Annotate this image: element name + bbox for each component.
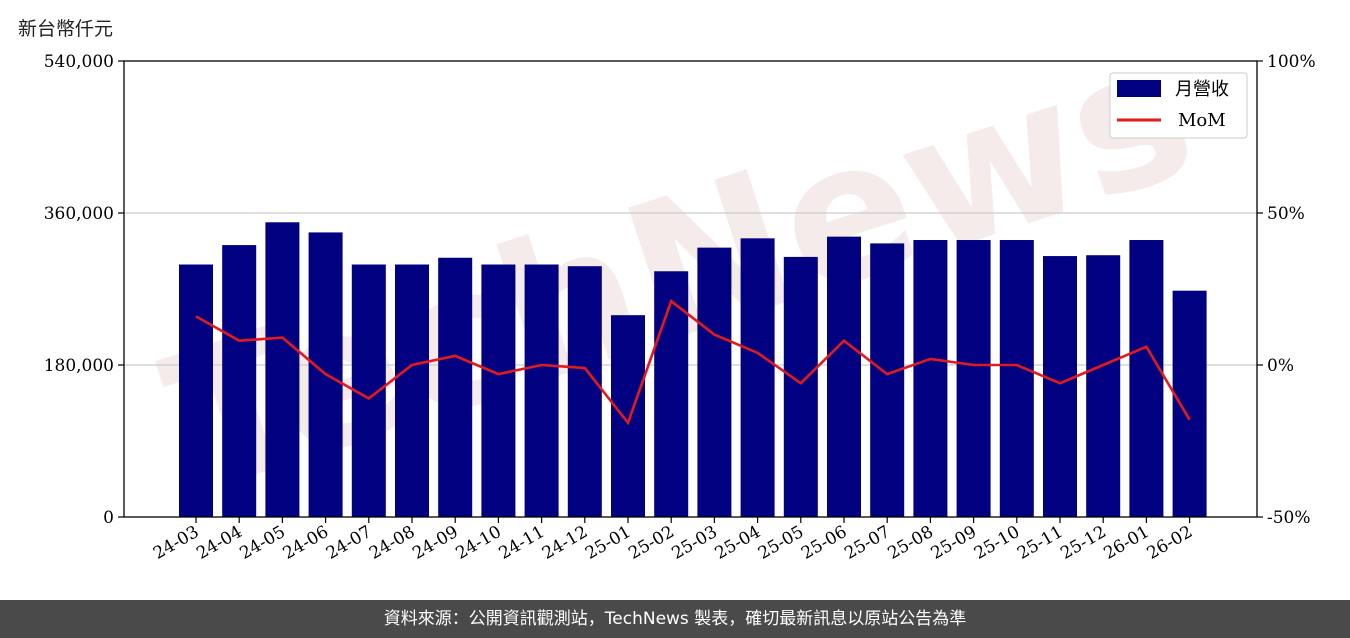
right-tick-label: -50% xyxy=(1267,508,1311,528)
revenue-bar xyxy=(524,264,559,517)
x-tick-label: 25-10 xyxy=(971,522,1023,564)
x-tick-label: 25-08 xyxy=(884,522,936,564)
revenue-bar xyxy=(654,271,689,517)
x-tick-label: 25-02 xyxy=(625,522,677,564)
mom-line-series xyxy=(195,299,1191,426)
x-tick-label: 24-09 xyxy=(409,522,461,564)
right-tick-label: 100% xyxy=(1267,52,1316,72)
legend-label-revenue: 月營收 xyxy=(1175,79,1229,100)
revenue-bar xyxy=(1129,240,1164,517)
x-tick-label: 25-12 xyxy=(1057,522,1109,564)
x-tick-label: 24-05 xyxy=(236,522,288,564)
x-tick-label: 24-06 xyxy=(280,522,332,564)
x-tick-label: 25-06 xyxy=(798,522,850,564)
x-tick-label: 25-01 xyxy=(582,522,634,564)
revenue-bar xyxy=(1043,256,1077,517)
x-tick-label: 25-07 xyxy=(841,522,893,564)
x-tick-label: 24-03 xyxy=(150,522,202,564)
revenue-bar xyxy=(611,315,645,517)
x-tick-label: 25-05 xyxy=(755,522,807,564)
revenue-bar xyxy=(395,264,429,517)
left-y-axis: 0 180,000 360,000 540,000 xyxy=(44,52,124,528)
x-tick-label: 24-08 xyxy=(366,522,418,564)
x-tick-label: 24-10 xyxy=(452,522,504,564)
y-axis-unit-label: 新台幣仟元 xyxy=(18,18,114,40)
legend-label-mom: MoM xyxy=(1178,110,1226,131)
revenue-bar xyxy=(179,264,213,517)
revenue-bar xyxy=(1086,255,1121,517)
revenue-bar xyxy=(956,240,991,517)
x-tick-label: 26-02 xyxy=(1144,522,1196,564)
plot-frame xyxy=(123,60,1258,518)
x-tick-label: 26-01 xyxy=(1100,522,1152,564)
revenue-bar xyxy=(870,243,905,517)
revenue-bar xyxy=(740,238,775,518)
left-tick-label: 180,000 xyxy=(44,356,114,376)
left-tick-label: 540,000 xyxy=(44,52,114,72)
right-y-axis: -50% 0% 50% 100% xyxy=(1257,52,1316,528)
revenue-bar xyxy=(265,222,300,518)
legend: 月營收 MoM xyxy=(1109,72,1248,139)
x-tick-label: 25-09 xyxy=(928,522,980,564)
left-tick-label: 0 xyxy=(103,508,114,528)
revenue-bar xyxy=(481,264,516,517)
right-tick-label: 0% xyxy=(1267,356,1294,376)
revenue-bar xyxy=(697,247,732,517)
revenue-bar xyxy=(783,256,818,517)
x-tick-label: 24-07 xyxy=(323,522,375,564)
revenue-bar xyxy=(567,266,602,517)
legend-bar-swatch xyxy=(1117,80,1161,97)
x-tick-label: 25-04 xyxy=(712,522,764,564)
x-tick-label: 25-03 xyxy=(668,522,720,564)
right-tick-label: 50% xyxy=(1267,204,1305,224)
x-axis: 24-0324-0424-0524-0624-0724-0824-0924-10… xyxy=(150,517,1196,564)
mom-line xyxy=(195,299,1191,426)
revenue-bar xyxy=(222,245,257,518)
revenue-bar xyxy=(913,240,948,517)
x-tick-label: 24-11 xyxy=(496,522,548,564)
revenue-bar xyxy=(1172,290,1207,517)
revenue-bar xyxy=(999,240,1034,517)
revenue-bar xyxy=(438,257,473,517)
left-tick-label: 360,000 xyxy=(44,204,114,224)
x-tick-label: 24-12 xyxy=(539,522,591,564)
source-footer: 資料來源：公開資訊觀測站，TechNews 製表，確切最新訊息以原站公告為準 xyxy=(0,600,1350,638)
bar-series xyxy=(179,222,1207,518)
x-tick-label: 25-11 xyxy=(1014,522,1066,564)
revenue-bar xyxy=(827,236,861,517)
